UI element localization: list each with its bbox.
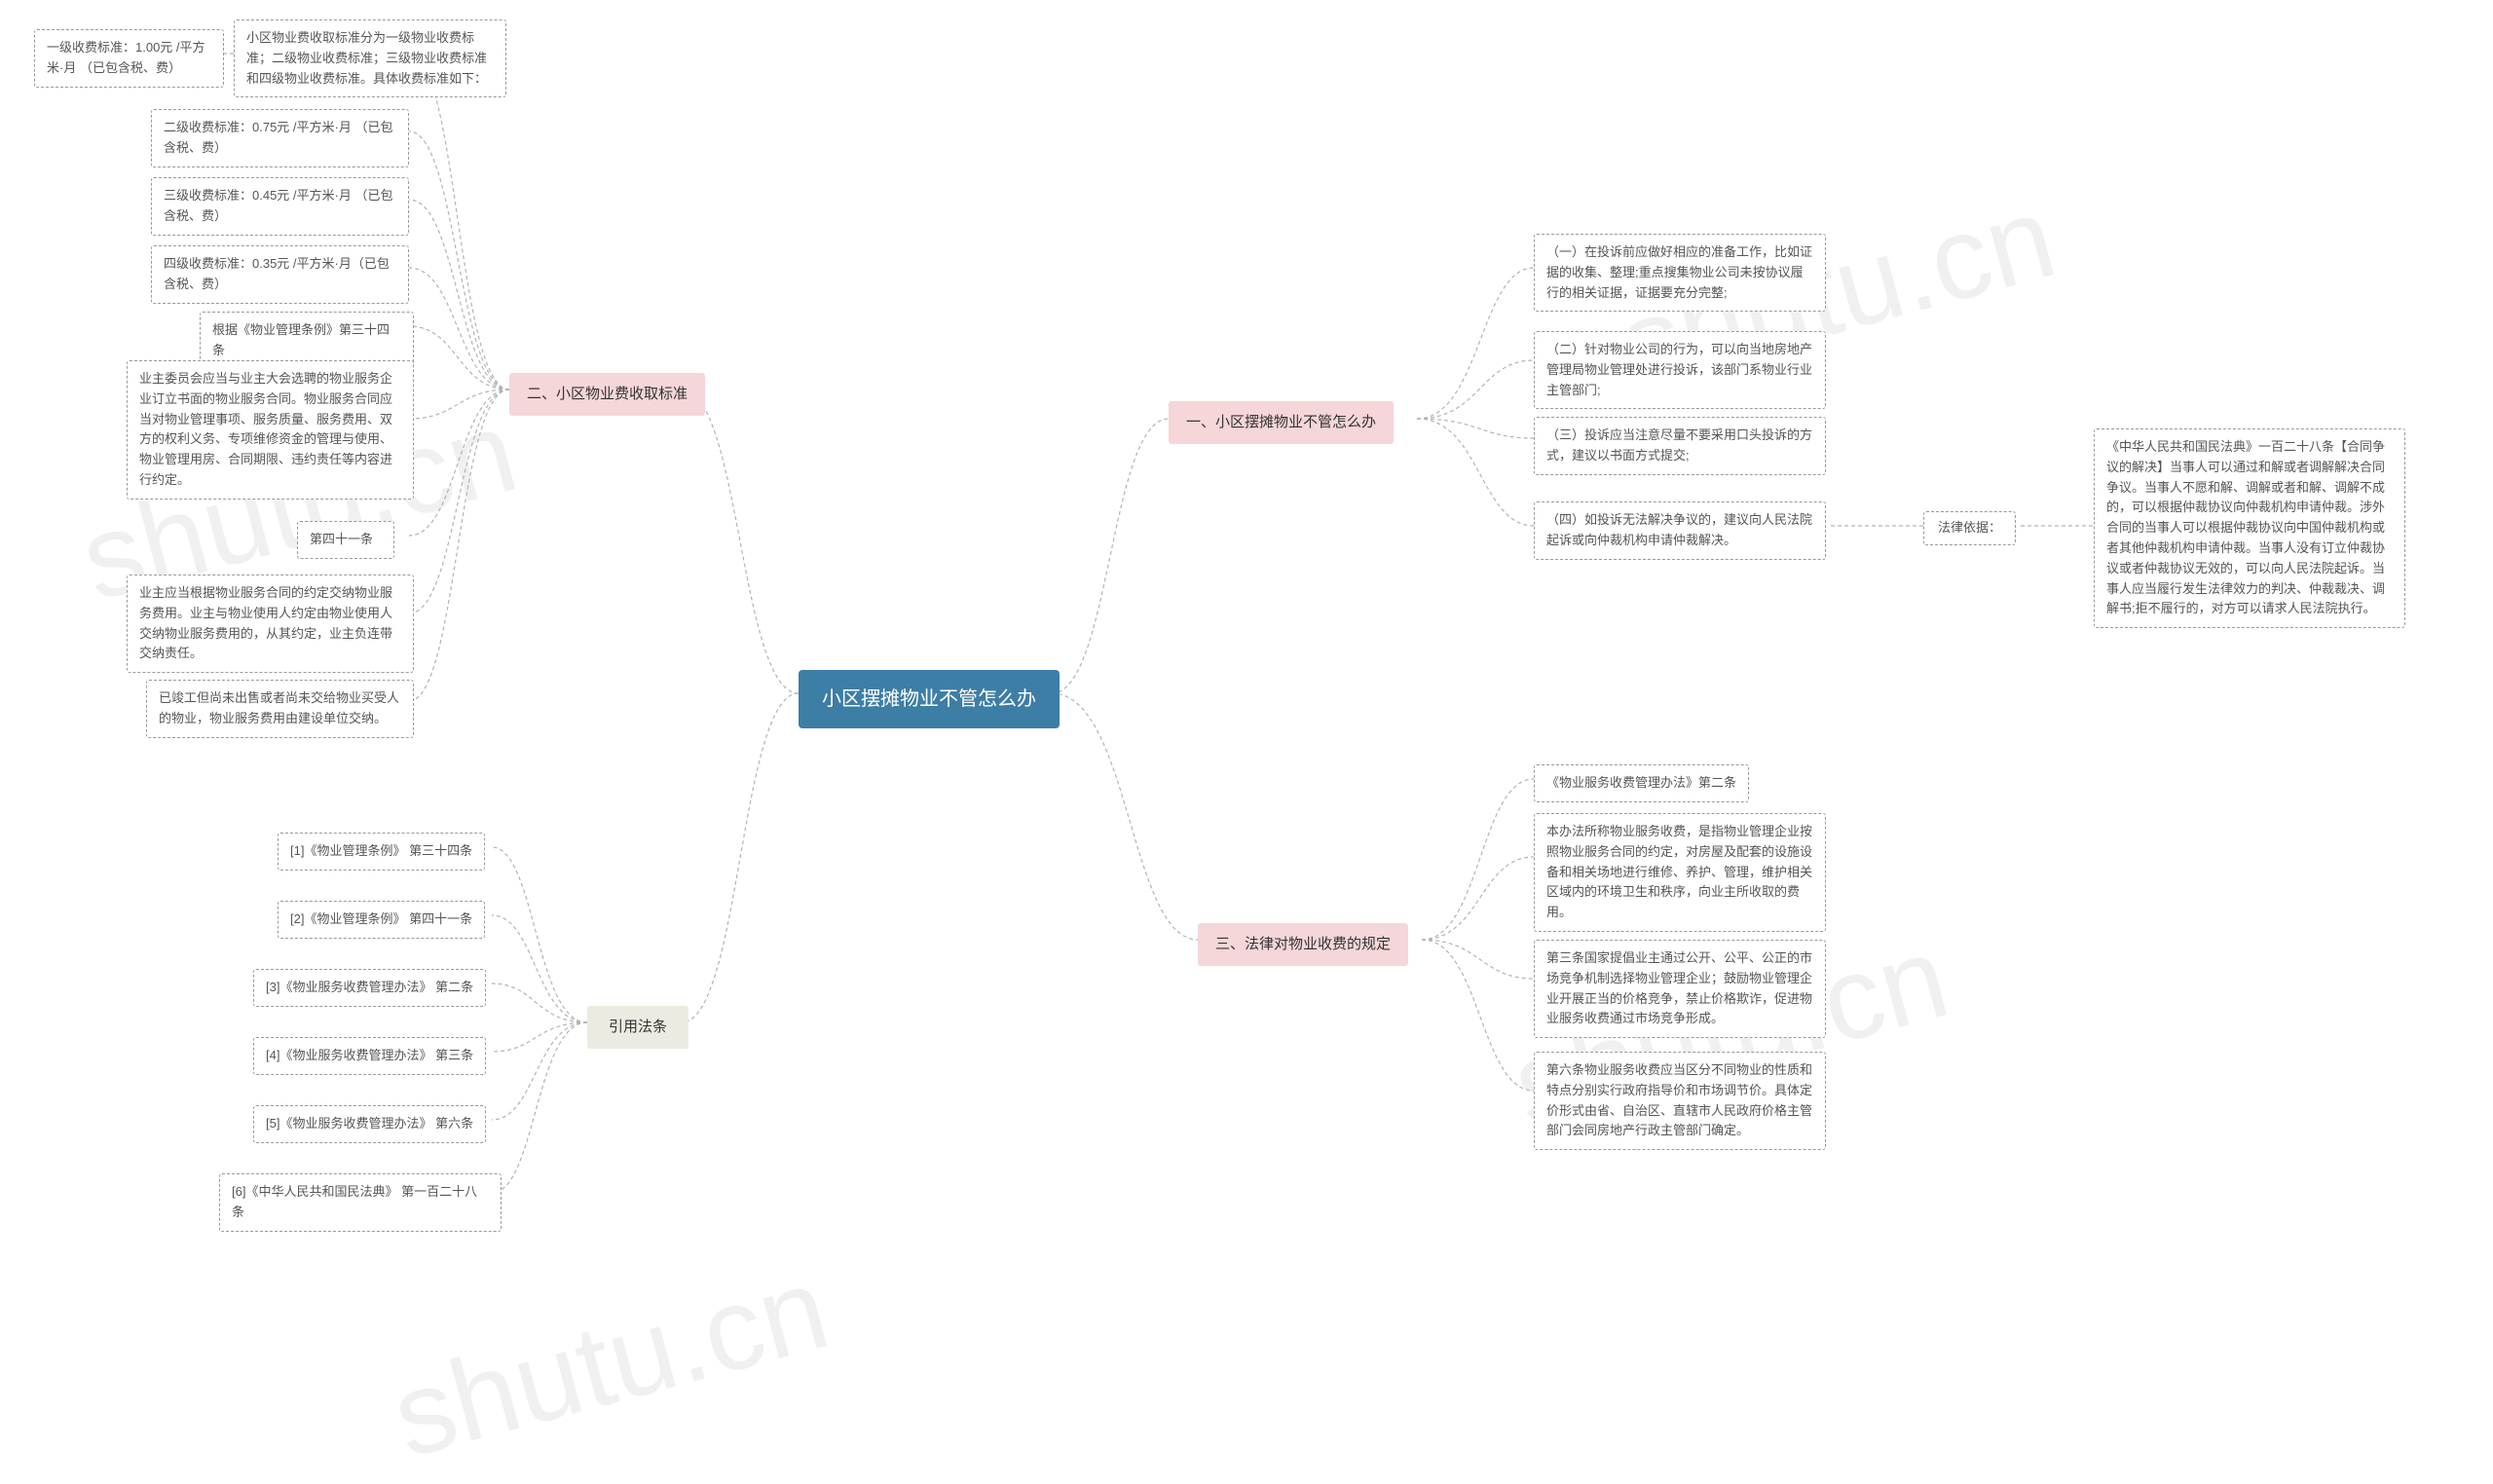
b1-leaf-3: （三）投诉应当注意尽量不要采用口头投诉的方式，建议以书面方式提交;	[1534, 417, 1826, 475]
root-node: 小区摆摊物业不管怎么办	[799, 670, 1060, 728]
branch-1: 一、小区摆摊物业不管怎么办	[1169, 401, 1394, 444]
b1-leaf-4: （四）如投诉无法解决争议的，建议向人民法院起诉或向仲裁机构申请仲裁解决。	[1534, 501, 1826, 560]
ref-leaf-2: [2]《物业管理条例》 第四十一条	[278, 901, 485, 939]
law-label: 法律依据：	[1923, 511, 2016, 545]
b2-leaf-5: 业主委员会应当与业主大会选聘的物业服务企业订立书面的物业服务合同。物业服务合同应…	[127, 360, 414, 500]
b1-leaf-1: （一）在投诉前应做好相应的准备工作，比如证据的收集、整理;重点搜集物业公司未按协…	[1534, 234, 1826, 312]
ref-leaf-4: [4]《物业服务收费管理办法》 第三条	[253, 1037, 486, 1075]
b3-leaf-2: 本办法所称物业服务收费，是指物业管理企业按照物业服务合同的约定，对房屋及配套的设…	[1534, 813, 1826, 932]
b2-header: 小区物业费收取标准分为一级物业收费标准；二级物业收费标准；三级物业收费标准和四级…	[234, 19, 506, 97]
b2-leaf-3: 四级收费标准：0.35元 /平方米·月（已包含税、费）	[151, 245, 409, 304]
b3-leaf-1: 《物业服务收费管理办法》第二条	[1534, 764, 1749, 802]
b2-leaf-8: 已竣工但尚未出售或者尚未交给物业买受人的物业，物业服务费用由建设单位交纳。	[146, 680, 414, 738]
ref-leaf-3: [3]《物业服务收费管理办法》 第二条	[253, 969, 486, 1007]
b2-leaf-1: 二级收费标准：0.75元 /平方米·月 （已包含税、费）	[151, 109, 409, 167]
watermark: shutu.cn	[380, 1241, 841, 1484]
b2-leaf-6: 第四十一条	[297, 521, 394, 559]
b1-leaf-2: （二）针对物业公司的行为，可以向当地房地产管理局物业管理处进行投诉，该部门系物业…	[1534, 331, 1826, 409]
b2-leaf-7: 业主应当根据物业服务合同的约定交纳物业服务费用。业主与物业使用人约定由物业使用人…	[127, 575, 414, 673]
ref-leaf-1: [1]《物业管理条例》 第三十四条	[278, 833, 485, 871]
law-text: 《中华人民共和国民法典》一百二十八条【合同争议的解决】当事人可以通过和解或者调解…	[2094, 428, 2405, 628]
b2-leaf-2: 三级收费标准：0.45元 /平方米·月 （已包含税、费）	[151, 177, 409, 236]
ref-leaf-5: [5]《物业服务收费管理办法》 第六条	[253, 1105, 486, 1143]
b2-fee1: 一级收费标准：1.00元 /平方米·月 （已包含税、费）	[34, 29, 224, 88]
branch-3: 三、法律对物业收费的规定	[1198, 923, 1408, 966]
ref-leaf-6: [6]《中华人民共和国民法典》 第一百二十八条	[219, 1173, 502, 1232]
b3-leaf-3: 第三条国家提倡业主通过公开、公平、公正的市场竞争机制选择物业管理企业；鼓励物业管…	[1534, 940, 1826, 1038]
b3-leaf-4: 第六条物业服务收费应当区分不同物业的性质和特点分别实行政府指导价和市场调节价。具…	[1534, 1052, 1826, 1150]
branch-2: 二、小区物业费收取标准	[509, 373, 705, 416]
ref-branch: 引用法条	[587, 1006, 688, 1049]
